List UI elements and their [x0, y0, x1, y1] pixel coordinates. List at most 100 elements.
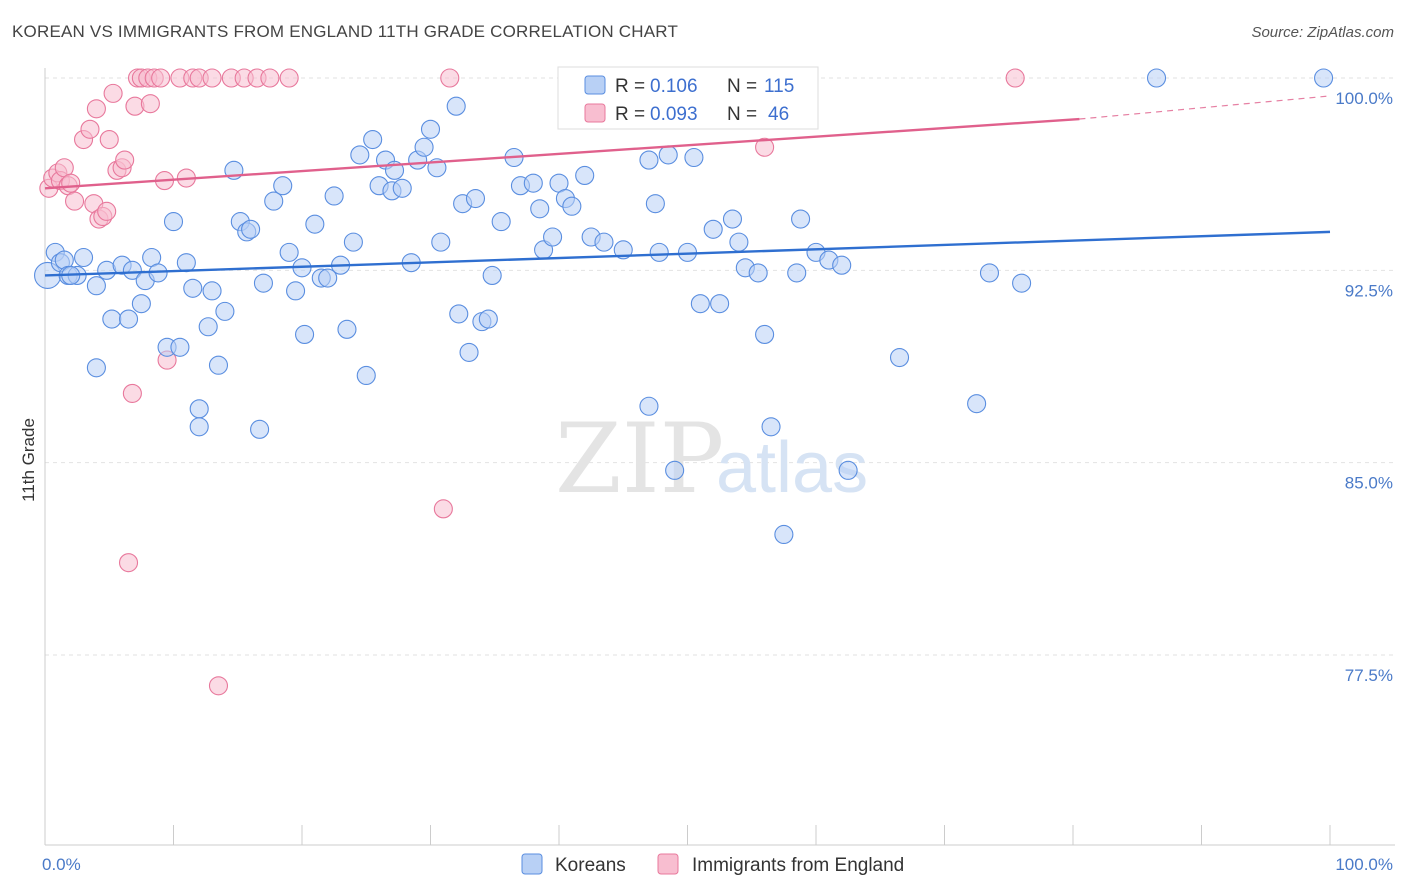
data-point: [118, 553, 139, 573]
data-point: [65, 191, 85, 211]
data-point: [838, 460, 858, 480]
legend-label-koreans: Koreans: [555, 855, 626, 876]
data-point: [449, 304, 469, 324]
data-point: [710, 294, 730, 314]
data-point: [337, 319, 357, 339]
data-point: [748, 263, 768, 283]
data-point: [465, 188, 486, 209]
data-point: [99, 129, 119, 150]
data-point: [1314, 68, 1334, 88]
series-legend: Koreans Immigrants from England: [521, 853, 904, 876]
data-point: [103, 83, 123, 103]
data-point: [755, 324, 775, 344]
legend-r-label: R =: [615, 76, 645, 97]
data-point: [198, 317, 218, 337]
watermark-zip: ZIP: [555, 403, 724, 515]
legend-label-england: Immigrants from England: [692, 855, 904, 876]
legend-swatch-koreans: [584, 75, 606, 95]
data-point: [318, 268, 338, 288]
data-point: [260, 68, 280, 88]
legend-r-value: 0.106: [650, 76, 698, 97]
chart-title: KOREAN VS IMMIGRANTS FROM ENGLAND 11TH G…: [12, 22, 679, 41]
data-point: [140, 94, 160, 114]
data-point: [889, 347, 910, 368]
data-point: [420, 119, 441, 139]
data-point: [523, 173, 543, 193]
data-point: [122, 260, 142, 280]
data-point: [639, 396, 659, 416]
trend-line: [44, 230, 1331, 277]
data-point: [967, 394, 987, 414]
legend-r-value: 0.093: [650, 104, 698, 125]
data-point: [122, 383, 142, 403]
legend-n-value: 115: [764, 76, 794, 97]
data-point: [482, 265, 502, 286]
data-point: [755, 137, 775, 157]
data-point: [324, 186, 344, 206]
data-point: [761, 417, 781, 437]
y-tick-label: 77.5%: [1345, 666, 1393, 685]
trend-line: [44, 117, 1080, 190]
legend-n-label: N =: [727, 76, 757, 97]
data-point: [1146, 68, 1167, 88]
data-point: [189, 417, 209, 437]
data-point: [86, 358, 106, 378]
data-point: [74, 247, 94, 268]
series-koreans: [34, 68, 1334, 545]
data-point: [202, 281, 222, 301]
x-tick-labels: 0.0% 100.0%: [42, 855, 1393, 874]
data-point: [791, 209, 811, 229]
y-tick-label: 85.0%: [1345, 474, 1393, 493]
data-point: [639, 150, 659, 170]
trend-line-extension: [1079, 95, 1331, 120]
data-point: [1005, 68, 1025, 88]
data-point: [151, 68, 171, 88]
data-point: [440, 68, 460, 88]
series-immigrants-from-england: [39, 68, 1025, 696]
data-point: [356, 365, 376, 386]
data-point: [273, 176, 293, 196]
y-axis-title: 11th Grade: [19, 418, 38, 502]
data-point: [433, 499, 453, 519]
data-point: [163, 212, 184, 232]
data-point: [170, 337, 190, 357]
data-point: [208, 676, 229, 696]
data-point: [703, 219, 723, 239]
data-point: [115, 150, 135, 170]
data-point: [491, 212, 511, 232]
legend-swatch-koreans: [521, 853, 543, 875]
data-point: [722, 209, 743, 229]
legend-r-label: R =: [615, 104, 645, 125]
data-point: [202, 68, 222, 88]
data-point: [208, 355, 229, 375]
data-point: [279, 242, 299, 262]
data-point: [86, 276, 106, 296]
trend-lines: [44, 95, 1331, 277]
data-point: [215, 301, 235, 321]
data-point: [183, 278, 203, 298]
y-tick-label: 100.0%: [1335, 89, 1393, 108]
data-point: [575, 165, 595, 185]
data-point: [594, 232, 614, 252]
data-point: [279, 68, 299, 88]
grid-lines: [45, 77, 1395, 656]
data-point: [431, 232, 451, 252]
watermark: ZIP atlas: [555, 403, 868, 515]
data-point: [478, 309, 498, 329]
data-point: [250, 419, 270, 439]
data-point: [658, 145, 678, 165]
y-tick-labels: 77.5% 85.0% 92.5% 100.0%: [1335, 89, 1393, 685]
data-point: [264, 191, 284, 211]
source-label: Source: ZipAtlas.com: [1251, 24, 1394, 41]
data-point: [131, 294, 151, 314]
data-point: [690, 294, 710, 314]
data-point: [241, 219, 261, 239]
data-point: [189, 399, 209, 419]
data-point: [286, 281, 306, 301]
data-point: [295, 324, 315, 344]
data-point: [118, 309, 139, 329]
data-point: [392, 178, 412, 198]
data-point: [102, 309, 122, 329]
data-point: [562, 196, 582, 216]
